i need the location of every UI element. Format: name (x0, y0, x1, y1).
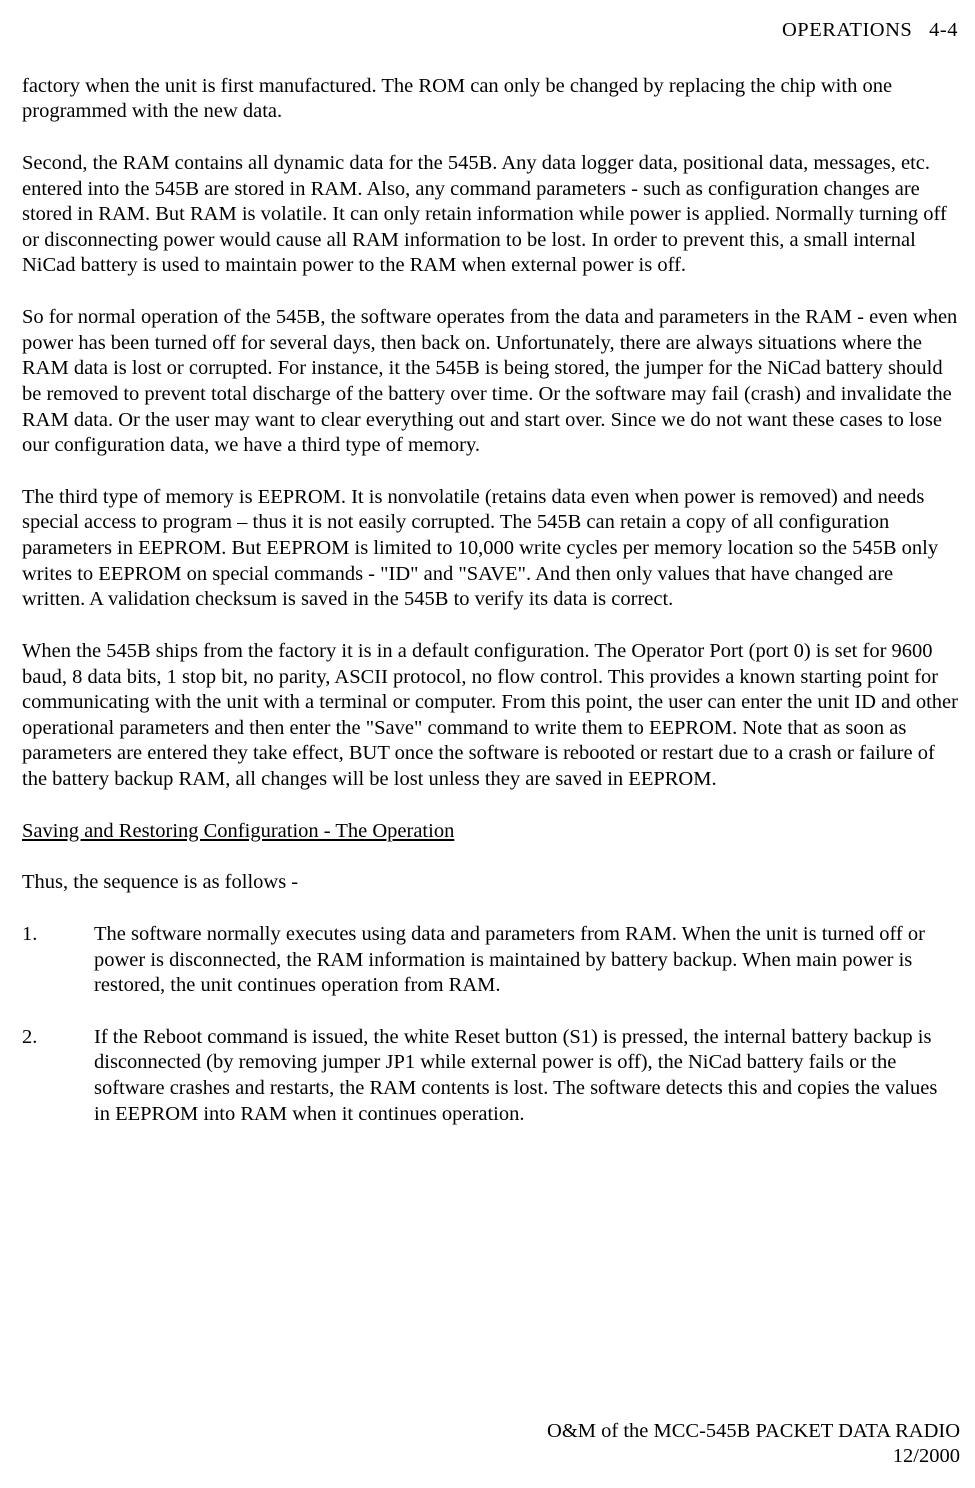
list-text: The software normally executes using dat… (94, 922, 958, 999)
paragraph-4: The third type of memory is EEPROM. It i… (22, 485, 958, 613)
list-number: 1. (22, 922, 94, 999)
header-section: OPERATIONS (782, 19, 912, 41)
list-item-1: 1. The software normally executes using … (22, 922, 958, 999)
header-page: 4-4 (929, 19, 958, 41)
sequence-intro: Thus, the sequence is as follows - (22, 870, 958, 896)
page-footer: O&M of the MCC-545B PACKET DATA RADIO 12… (547, 1419, 960, 1470)
page-header: OPERATIONS 4-4 (22, 18, 958, 44)
paragraph-5: When the 545B ships from the factory it … (22, 639, 958, 793)
paragraph-3: So for normal operation of the 545B, the… (22, 305, 958, 459)
list-text: If the Reboot command is issued, the whi… (94, 1025, 958, 1128)
list-number: 2. (22, 1025, 94, 1128)
footer-title: O&M of the MCC-545B PACKET DATA RADIO (547, 1419, 960, 1445)
list-item-2: 2. If the Reboot command is issued, the … (22, 1025, 958, 1128)
footer-date: 12/2000 (547, 1444, 960, 1470)
section-heading: Saving and Restoring Configuration - The… (22, 819, 958, 845)
paragraph-2: Second, the RAM contains all dynamic dat… (22, 151, 958, 279)
paragraph-1: factory when the unit is first manufactu… (22, 74, 958, 125)
